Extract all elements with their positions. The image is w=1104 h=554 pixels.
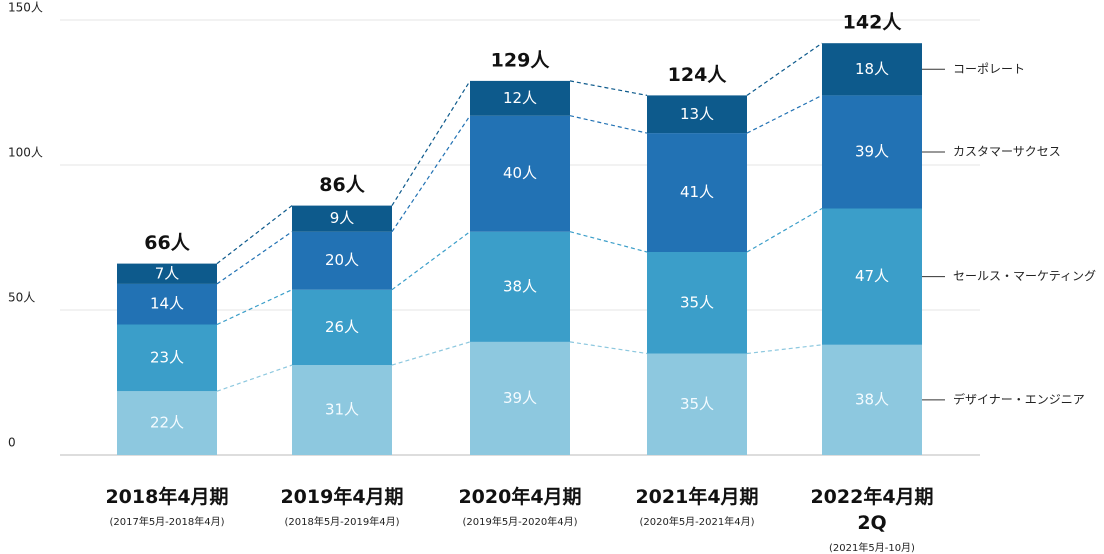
bar-segment: [292, 205, 392, 232]
value-label: 47人: [855, 267, 889, 285]
bar-segment: [470, 80, 570, 116]
y-tick-label: 100人: [8, 146, 43, 160]
bar-segment: [292, 289, 392, 366]
value-label: 39人: [503, 389, 537, 407]
value-label: 12人: [503, 89, 537, 107]
legend-label: カスタマーサクセス: [953, 144, 1061, 158]
bar-segment: [822, 95, 922, 209]
value-label: 22人: [150, 414, 184, 432]
bar-segment: [117, 324, 217, 392]
bar-segment: [117, 283, 217, 325]
connector: [216, 364, 293, 392]
value-label: 13人: [680, 105, 714, 123]
value-label: 41人: [680, 183, 714, 201]
value-label: 14人: [150, 295, 184, 313]
y-tick-label: 150人: [8, 1, 43, 15]
value-label: 40人: [503, 164, 537, 182]
total-label: 124人: [668, 64, 728, 86]
bar-segment: [470, 231, 570, 342]
total-label: 86人: [319, 174, 365, 196]
connector: [391, 231, 471, 291]
total-label: 129人: [491, 49, 551, 71]
value-label: 31人: [325, 401, 359, 419]
connector: [746, 344, 823, 355]
x-tick-sublabel: (2018年5月-2019年4月): [284, 515, 399, 528]
x-tick-label: 2019年4月期: [280, 485, 403, 508]
bar-segment: [470, 341, 570, 455]
connector: [746, 207, 823, 253]
value-label: 26人: [325, 318, 359, 336]
bar-segment: [647, 252, 747, 354]
x-tick-label: 2018年4月期: [105, 485, 228, 508]
connector: [216, 231, 293, 285]
total-label: 142人: [843, 12, 903, 34]
connector: [391, 115, 471, 233]
x-tick-sublabel: (2021年5月-10月): [829, 541, 915, 554]
bar-segment: [292, 231, 392, 290]
value-label: 39人: [855, 142, 889, 160]
value-label: 38人: [855, 390, 889, 408]
bar-segment: [647, 95, 747, 134]
bar-segment: [647, 133, 747, 252]
value-label: 18人: [855, 60, 889, 78]
x-tick-label: 2022年4月期 2Q: [810, 485, 933, 534]
value-label: 7人: [155, 264, 180, 282]
legend-label: コーポレート: [953, 62, 1025, 76]
connector: [569, 80, 648, 96]
bar-segment: [822, 43, 922, 96]
legend-label: セールス・マーケティング: [953, 269, 1096, 283]
bar-segment: [117, 263, 217, 284]
connector: [569, 341, 648, 355]
y-tick-label: 50人: [8, 291, 35, 305]
bar-segment: [647, 353, 747, 455]
connector: [216, 289, 293, 326]
bar-segment: [292, 365, 392, 455]
value-label: 38人: [503, 277, 537, 295]
y-tick-label: 0: [8, 436, 16, 450]
x-tick-label: 2021年4月期: [635, 485, 758, 508]
bar-segment: [822, 208, 922, 345]
x-tick-sublabel: (2020年5月-2021年4月): [639, 515, 754, 528]
connector: [391, 341, 471, 366]
value-label: 23人: [150, 348, 184, 366]
connector: [746, 94, 823, 134]
value-label: 9人: [330, 209, 355, 227]
bar-segment: [117, 391, 217, 455]
connector: [391, 80, 471, 206]
connector: [216, 205, 293, 265]
x-tick-sublabel: (2017年5月-2018年4月): [109, 515, 224, 528]
bar-segment: [822, 344, 922, 455]
value-label: 20人: [325, 251, 359, 269]
connector: [569, 231, 648, 253]
x-tick-sublabel: (2019年5月-2020年4月): [462, 515, 577, 528]
total-label: 66人: [144, 232, 190, 254]
value-label: 35人: [680, 395, 714, 413]
connector: [746, 42, 823, 96]
value-label: 35人: [680, 293, 714, 311]
connector: [569, 115, 648, 134]
legend-label: デザイナー・エンジニア: [953, 391, 1085, 406]
bar-segment: [470, 115, 570, 232]
x-tick-label: 2020年4月期: [458, 485, 581, 508]
